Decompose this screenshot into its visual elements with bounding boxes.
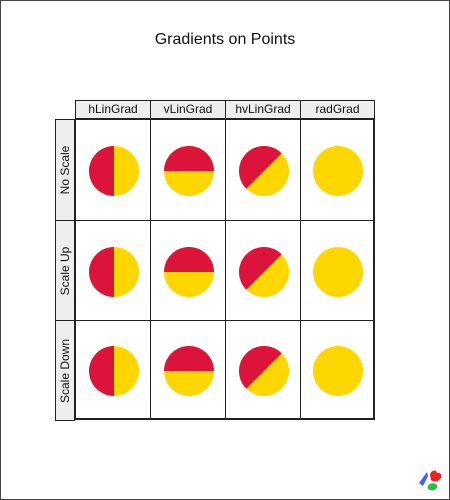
cell-scale-down-vlingrad <box>150 320 226 419</box>
row-header-no-scale: No Scale <box>55 119 75 221</box>
row-label-scale-up: Scale Up <box>58 246 72 295</box>
cell-no-scale-vlingrad <box>150 119 226 221</box>
gradient-point <box>313 146 363 196</box>
column-header-hlingrad: hLinGrad <box>75 100 151 119</box>
logo-icon <box>419 470 442 491</box>
gradient-point <box>89 246 139 297</box>
cell-scale-up-radgrad <box>300 220 374 321</box>
column-header-vlingrad: vLinGrad <box>150 100 226 119</box>
chart-title: Gradients on Points <box>154 31 296 48</box>
row-label-no-scale: No Scale <box>58 145 72 195</box>
gradient-point <box>239 146 289 196</box>
row-header-scale-down: Scale Down <box>55 320 75 421</box>
gradient-point <box>164 246 214 297</box>
gradient-point <box>89 345 139 396</box>
gradient-point <box>313 246 363 297</box>
cell-no-scale-hvlingrad <box>225 119 301 221</box>
cell-scale-up-hlingrad <box>75 220 151 321</box>
gradient-point <box>313 345 363 396</box>
cell-scale-down-hvlingrad <box>225 320 301 419</box>
gradient-point <box>164 345 214 396</box>
cell-no-scale-radgrad <box>300 119 374 221</box>
cell-scale-down-radgrad <box>300 320 374 419</box>
cell-scale-up-vlingrad <box>150 220 226 321</box>
gradient-point <box>239 345 289 396</box>
cell-no-scale-hlingrad <box>75 119 151 221</box>
row-label-scale-down: Scale Down <box>58 338 72 403</box>
cell-scale-up-hvlingrad <box>225 220 301 321</box>
gradient-point <box>239 246 289 297</box>
gradient-point <box>164 146 214 196</box>
gradient-grid <box>75 119 375 420</box>
row-header-scale-up: Scale Up <box>55 220 75 321</box>
column-header-radgrad: radGrad <box>300 100 375 119</box>
cell-scale-down-hlingrad <box>75 320 151 419</box>
column-header-hvlingrad: hvLinGrad <box>225 100 301 119</box>
gradient-point <box>89 146 139 196</box>
